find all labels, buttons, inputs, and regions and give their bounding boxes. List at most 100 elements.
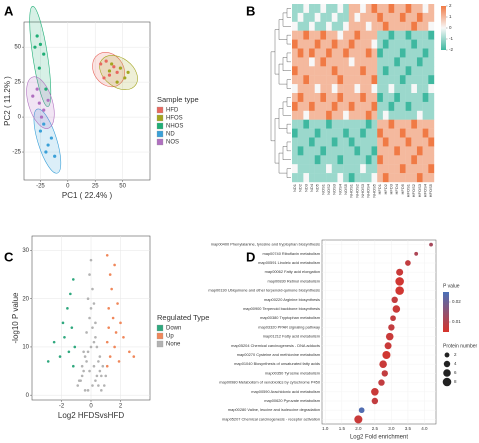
heat-cell: [354, 146, 361, 156]
heat-cell: [303, 30, 310, 40]
heat-cell: [309, 39, 315, 49]
color-tick-label: 0: [449, 25, 452, 30]
heat-cell: [416, 173, 423, 183]
heat-cell: [394, 110, 401, 120]
point: [85, 331, 88, 334]
heat-cell: [365, 12, 372, 22]
heat-cell: [309, 128, 315, 138]
heat-cell: [326, 155, 332, 165]
heat-cell: [365, 137, 372, 147]
point: [118, 66, 123, 70]
heat-cell: [292, 12, 298, 22]
column-label: NOS2: [326, 183, 331, 195]
heat-cell: [348, 4, 355, 14]
point: [33, 45, 37, 49]
y-tick-label: 0: [26, 393, 30, 399]
legend-label: Up: [166, 334, 174, 340]
category-label: map00980 Metabolism of xenobiotics by cy…: [219, 380, 321, 385]
heat-cell: [326, 146, 332, 156]
point: [92, 340, 96, 344]
point: [72, 278, 75, 281]
point: [111, 316, 115, 320]
point: [92, 302, 96, 305]
point: [53, 154, 57, 158]
point: [82, 350, 85, 354]
heat-cell: [365, 84, 372, 94]
category-label: map05207 Chemical carcinogenesis - recep…: [222, 416, 320, 421]
heat-cell: [416, 75, 423, 85]
category-label: map00591 Linoleic acid metabolism: [258, 260, 320, 265]
point: [94, 335, 97, 339]
heat-cell: [405, 12, 412, 22]
heat-cell: [411, 75, 418, 85]
y-tick-label: 0: [18, 115, 22, 121]
heat-cell: [411, 173, 418, 183]
legend-label: NHOS: [166, 124, 183, 130]
column-label: ND4: [309, 183, 314, 192]
heat-cell: [309, 101, 315, 111]
heat-cell: [314, 119, 321, 129]
point: [110, 62, 114, 66]
heat-cell: [343, 75, 349, 85]
heat-cell: [326, 93, 332, 103]
color-tick-label: -1: [449, 36, 453, 41]
point: [126, 70, 130, 74]
point: [58, 355, 62, 358]
heat-cell: [365, 119, 372, 129]
heat-cell: [320, 155, 327, 165]
heat-cell: [405, 164, 412, 174]
bubble: [371, 388, 379, 396]
legend-label: HFOS: [166, 116, 183, 122]
heat-cell: [394, 93, 401, 103]
heat-cell: [314, 93, 321, 103]
heat-cell: [348, 119, 355, 129]
heat-cell: [343, 30, 349, 40]
heat-cell: [422, 66, 429, 76]
heat-cell: [388, 39, 395, 49]
heat-cell: [422, 128, 429, 138]
heat-cell: [303, 110, 310, 120]
heat-cell: [297, 128, 304, 138]
heat-cell: [416, 93, 423, 103]
panel-letter: C: [4, 249, 14, 264]
legend-label: HFD: [166, 108, 179, 114]
heat-cell: [416, 164, 423, 174]
color-tick-label: 0.02: [452, 299, 461, 304]
y-axis-label: -log10 P value: [11, 292, 20, 344]
heat-cell: [348, 21, 355, 31]
heat-cell: [382, 119, 389, 129]
heat-cell: [411, 137, 418, 147]
heat-cell: [348, 128, 355, 138]
color-tick-label: 2: [449, 3, 452, 8]
heat-cell: [343, 57, 349, 67]
point: [37, 66, 41, 70]
heat-cell: [326, 66, 332, 76]
legend-label: ND: [166, 132, 175, 138]
heat-cell: [320, 173, 327, 183]
heat-cell: [382, 12, 389, 22]
y-tick-label: 25: [14, 80, 21, 86]
heat-cell: [371, 84, 378, 94]
heat-cell: [348, 57, 355, 67]
y-tick-label: 30: [22, 248, 29, 254]
heat-cell: [297, 12, 304, 22]
heat-cell: [371, 57, 378, 67]
heat-cell: [405, 21, 412, 31]
heat-cell: [337, 75, 344, 85]
heat-cell: [314, 57, 321, 67]
x-tick-label: 2.5: [372, 426, 379, 431]
x-tick-label: 1.5: [339, 426, 346, 431]
heat-cell: [365, 93, 372, 103]
heat-cell: [388, 155, 395, 165]
heat-cell: [388, 137, 395, 147]
heat-cell: [382, 57, 389, 67]
heat-cell: [343, 66, 349, 76]
heat-cell: [405, 155, 412, 165]
heat-cell: [371, 101, 378, 111]
heat-cell: [416, 137, 423, 147]
heat-cell: [314, 155, 321, 165]
point: [35, 87, 39, 91]
heat-cell: [388, 119, 395, 129]
heat-cell: [343, 93, 349, 103]
column-label: NHOS3: [360, 183, 365, 198]
